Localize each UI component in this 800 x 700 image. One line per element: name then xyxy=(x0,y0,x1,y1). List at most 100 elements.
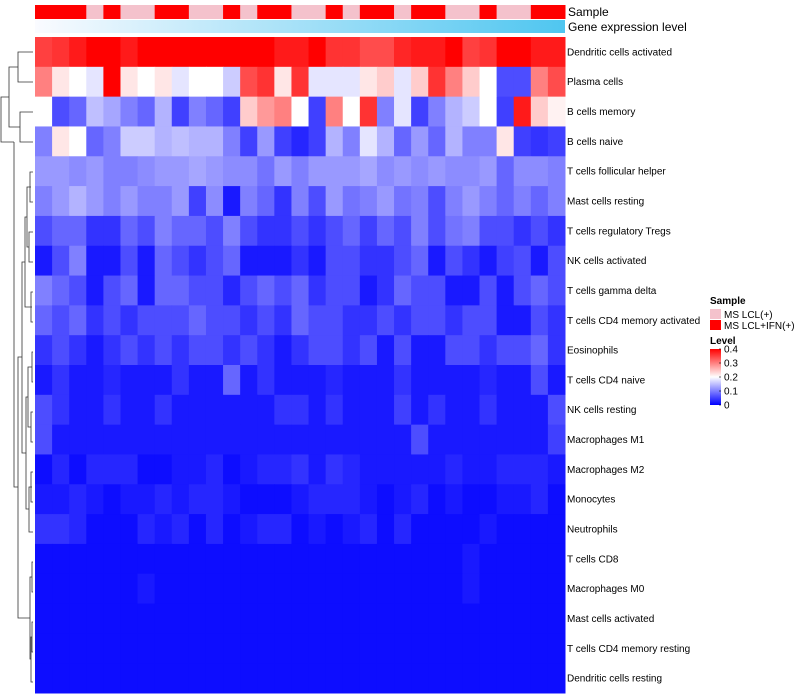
heatmap-cell xyxy=(35,335,53,366)
heatmap-cell xyxy=(530,603,549,634)
heatmap-cell xyxy=(120,126,139,157)
heatmap-cell xyxy=(359,484,378,515)
heatmap-cell xyxy=(35,514,53,545)
heatmap-cell xyxy=(496,126,515,157)
heatmap-cell xyxy=(86,484,104,515)
sample-annotation-cell xyxy=(530,5,549,19)
heatmap-cell xyxy=(120,305,139,336)
heatmap-cell xyxy=(445,633,463,664)
heatmap-cell xyxy=(35,573,53,605)
heatmap-cell xyxy=(428,543,446,575)
heatmap-cell xyxy=(394,186,412,217)
row-label: Mast cells activated xyxy=(567,614,654,625)
heatmap-cell xyxy=(35,215,53,247)
heatmap-cell xyxy=(274,424,292,455)
heatmap-cell xyxy=(154,543,173,575)
heatmap-cell xyxy=(274,365,292,396)
heatmap-cell xyxy=(308,424,327,455)
heatmap-cell xyxy=(342,365,361,396)
heatmap-cell xyxy=(137,543,156,575)
heatmap-cell xyxy=(445,365,463,396)
heatmap-cell xyxy=(342,543,361,575)
heatmap-cell xyxy=(359,424,378,455)
row-label: T cells CD4 naive xyxy=(567,375,646,386)
heatmap-cell xyxy=(411,394,429,426)
heatmap-cell xyxy=(342,305,361,336)
heatmap-cell xyxy=(394,543,412,575)
heatmap-cell xyxy=(103,215,121,247)
heatmap-cell xyxy=(103,573,121,605)
heatmap-cell xyxy=(462,275,481,306)
heatmap-cell xyxy=(308,96,327,127)
heatmap-cell xyxy=(137,484,156,515)
heatmap-cell xyxy=(530,126,549,157)
heatmap-cell xyxy=(496,245,515,277)
heatmap-cell xyxy=(462,514,481,545)
sample-annotation-cell xyxy=(462,5,481,19)
heatmap-cell xyxy=(342,186,361,217)
sample-annotation-cell xyxy=(171,5,190,19)
heatmap-cell xyxy=(86,37,104,68)
heatmap-cell xyxy=(291,156,310,187)
heatmap-cell xyxy=(376,633,395,664)
heatmap-cell xyxy=(445,186,463,217)
sample-annotation-cell xyxy=(359,5,378,19)
heatmap-cell xyxy=(428,663,446,694)
heatmap-cell xyxy=(137,66,156,98)
sample-track-label: Sample xyxy=(568,5,609,19)
heatmap-cell xyxy=(359,96,378,127)
heatmap-cell xyxy=(513,394,532,426)
heatmap-cell xyxy=(137,424,156,455)
heatmap-cell xyxy=(359,514,378,545)
heatmap-cell xyxy=(52,424,70,455)
heatmap-cell xyxy=(376,37,395,68)
heatmap-cell xyxy=(394,96,412,127)
heatmap-cell xyxy=(103,484,121,515)
heatmap-cell xyxy=(394,514,412,545)
heatmap-cell xyxy=(52,215,70,247)
heatmap-cell xyxy=(274,394,292,426)
heatmap-cell xyxy=(359,543,378,575)
expression-track-label: Gene expression level xyxy=(568,20,687,34)
heatmap-cell xyxy=(376,66,395,98)
heatmap-cell xyxy=(411,484,429,515)
heatmap-cell xyxy=(137,156,156,187)
sample-annotation-cell xyxy=(154,5,173,19)
heatmap-cell xyxy=(257,305,275,336)
heatmap-cell xyxy=(257,573,275,605)
heatmap-cell xyxy=(188,186,207,217)
heatmap-cell xyxy=(359,603,378,634)
heatmap-cell xyxy=(257,514,275,545)
heatmap-cell xyxy=(291,96,310,127)
heatmap-cell xyxy=(188,514,207,545)
heatmap-cell xyxy=(342,66,361,98)
heatmap-cell xyxy=(154,484,173,515)
heatmap-cell xyxy=(376,335,395,366)
heatmap-cell xyxy=(205,96,224,127)
heatmap-cell xyxy=(428,394,446,426)
heatmap-cell xyxy=(411,603,429,634)
heatmap-cell xyxy=(171,305,190,336)
heatmap-cell xyxy=(69,156,87,187)
heatmap-cell xyxy=(35,156,53,187)
heatmap-cell xyxy=(496,573,515,605)
heatmap-cell xyxy=(308,573,327,605)
heatmap-cell xyxy=(171,394,190,426)
heatmap-cell xyxy=(240,603,258,634)
heatmap-cell xyxy=(188,603,207,634)
heatmap-cell xyxy=(188,245,207,277)
heatmap-cell xyxy=(223,305,241,336)
heatmap-cell xyxy=(205,66,224,98)
heatmap-cell xyxy=(394,126,412,157)
heatmap-cell xyxy=(359,365,378,396)
heatmap-cell xyxy=(137,663,156,694)
heatmap-cell xyxy=(462,156,481,187)
heatmap-cell xyxy=(462,454,481,485)
heatmap-cell xyxy=(359,633,378,664)
heatmap-cell xyxy=(411,126,429,157)
row-label: B cells naive xyxy=(567,137,624,148)
heatmap-cell xyxy=(394,305,412,336)
heatmap-cell xyxy=(171,186,190,217)
heatmap-cell xyxy=(342,394,361,426)
heatmap-cell xyxy=(205,126,224,157)
